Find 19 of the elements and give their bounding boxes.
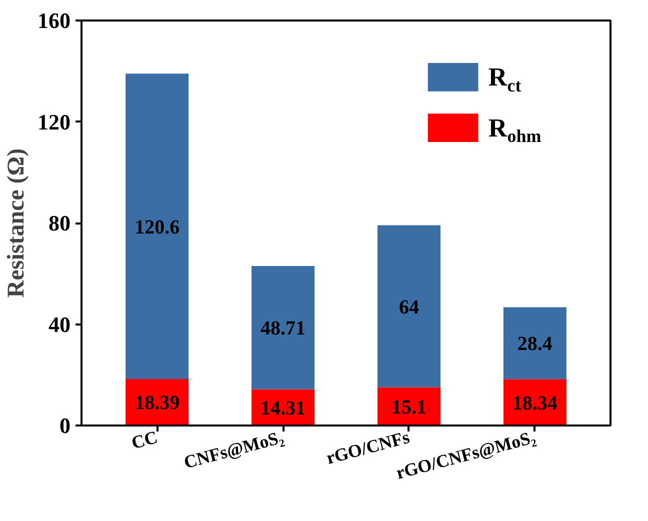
data-label: 48.71 [260,318,306,340]
data-label: 18.34 [512,392,558,414]
bar [377,225,440,388]
data-label: 15.1 [391,396,426,418]
bar [126,74,189,379]
data-label: 18.39 [134,392,180,414]
data-label: 28.4 [517,333,552,356]
y-tick-label: 120 [38,109,70,134]
data-label: 120.6 [134,216,180,238]
y-tick-label: 40 [48,312,70,337]
bar [252,266,315,390]
data-label: 14.31 [260,397,306,420]
y-axis-title: Resistance (Ω) [4,148,30,298]
y-tick-label: 80 [48,210,70,236]
y-tick-label: 0 [60,413,70,438]
x-tick-label: CC [129,426,160,453]
y-tick-label: 160 [38,8,70,33]
bar [503,307,566,380]
data-label: 64 [398,296,419,318]
